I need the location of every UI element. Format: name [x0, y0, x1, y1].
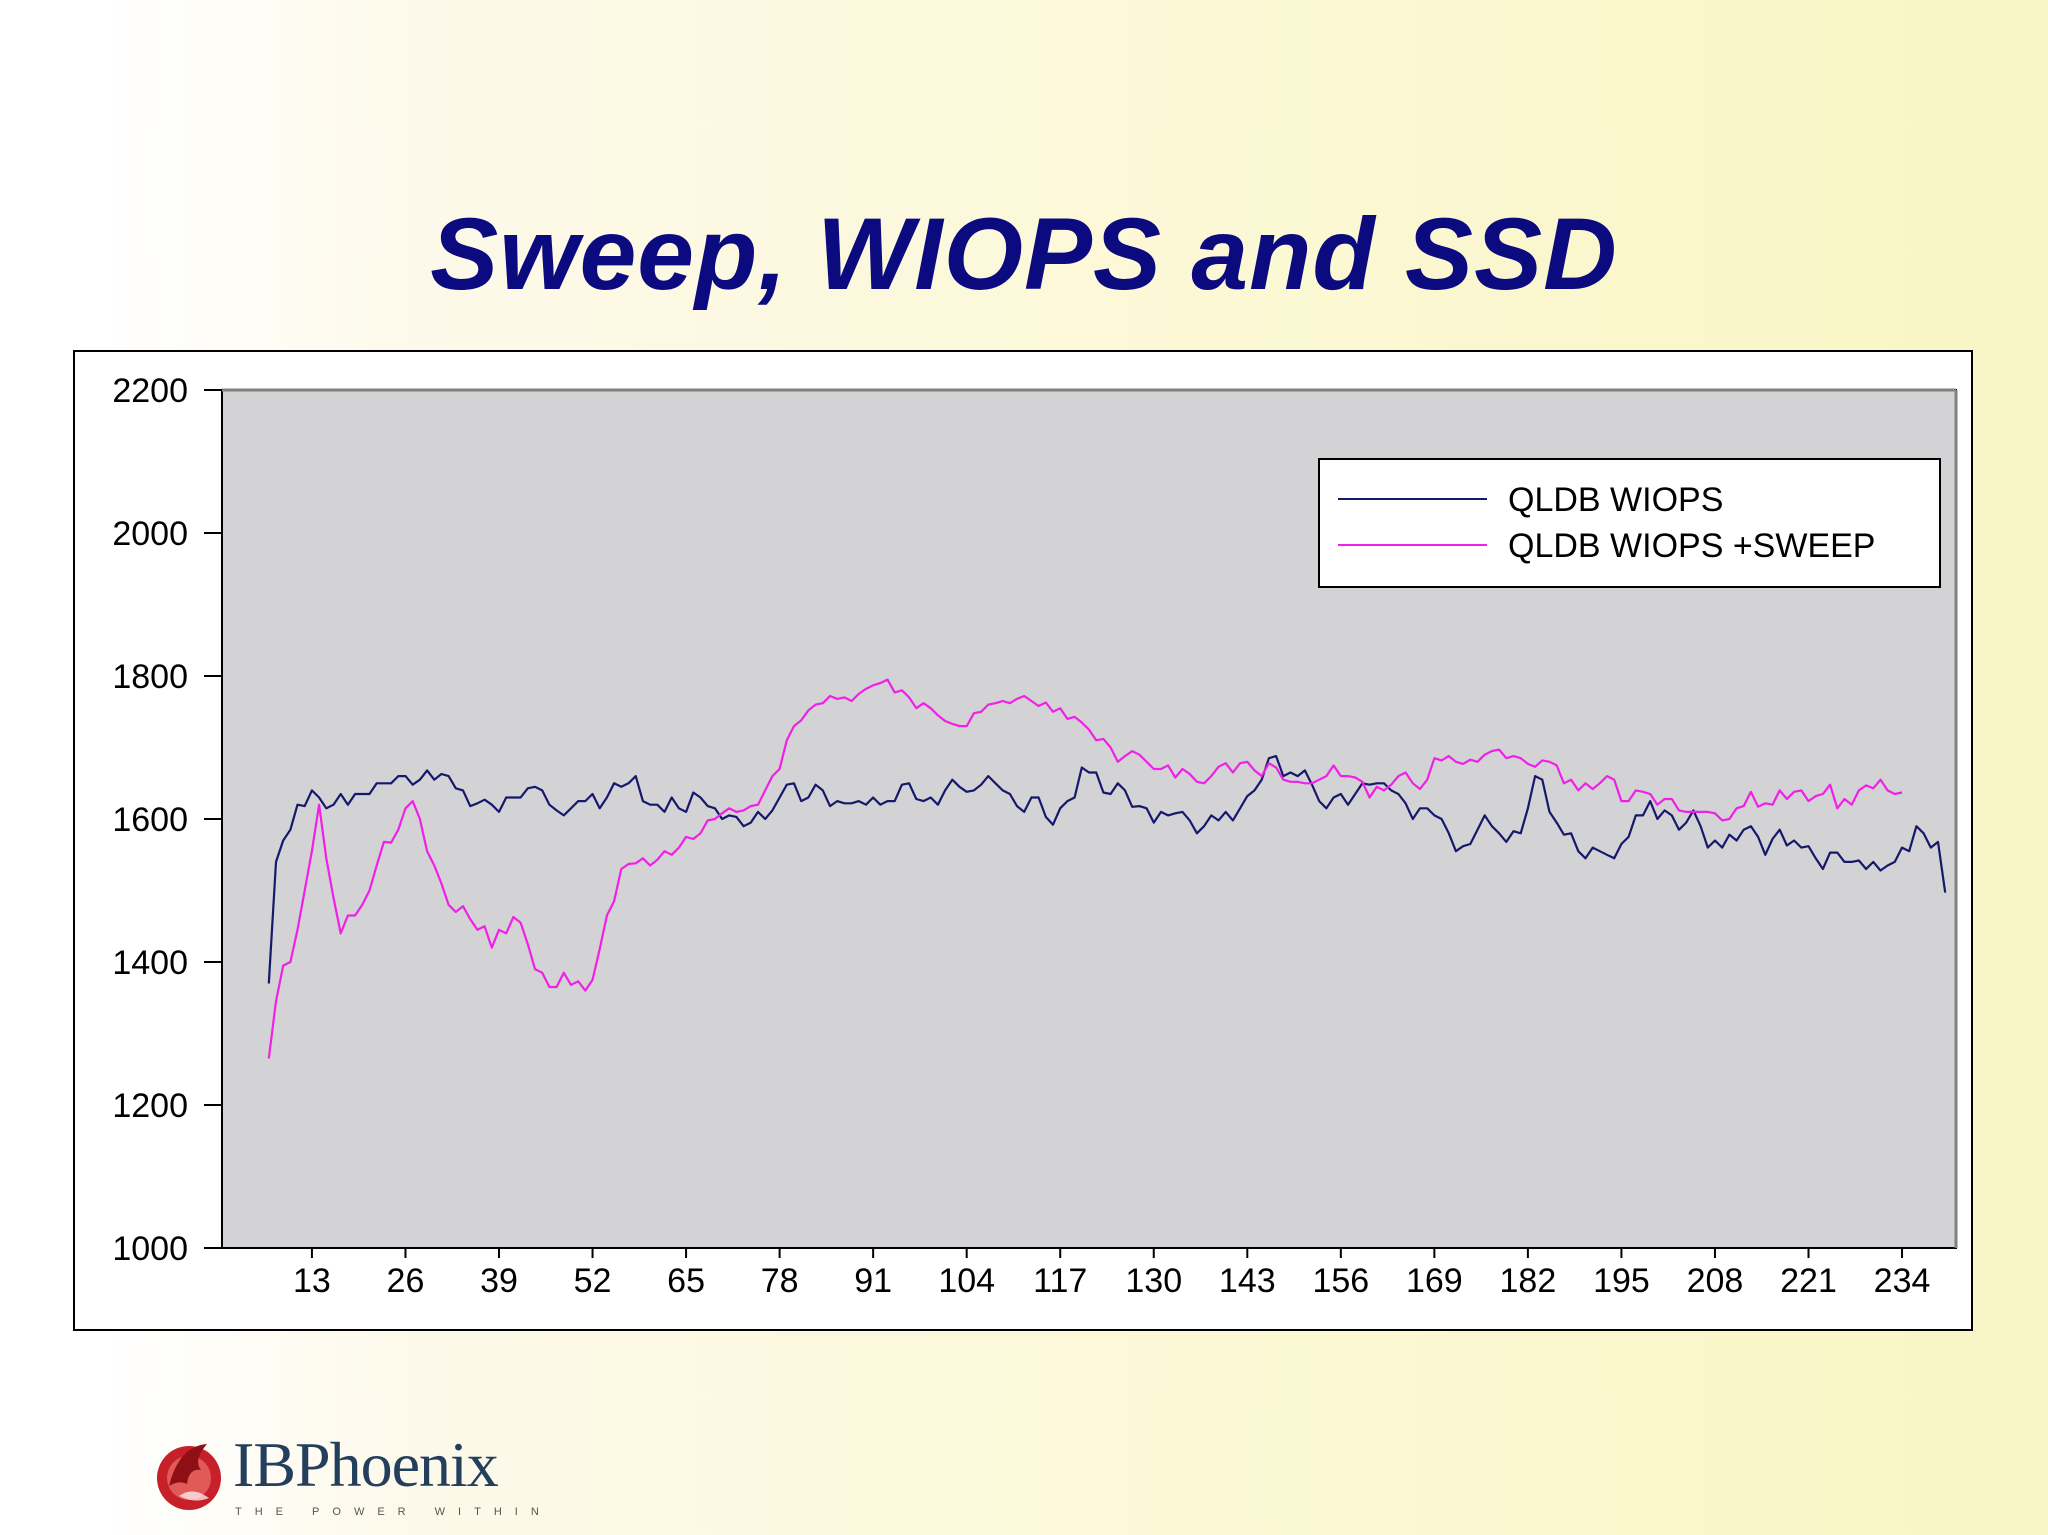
- ibphoenix-logo: IBPhoenix THE POWER WITHIN: [143, 1424, 539, 1532]
- y-axis: 1000 1200 1400 1600 1800 2000 2200: [112, 372, 222, 1268]
- phoenix-emblem-icon: [157, 1444, 221, 1510]
- x-tick-label: 13: [293, 1262, 331, 1300]
- x-tick-label: 234: [1874, 1262, 1931, 1300]
- series-line-qldb-wiops: [267, 755, 1947, 984]
- x-tick-label: 156: [1312, 1262, 1369, 1300]
- y-tick-label: 2000: [112, 515, 188, 553]
- logo-wordmark: IBPhoenix: [233, 1429, 499, 1500]
- y-tick-label: 1400: [112, 944, 188, 982]
- legend-label-qldb-wiops-sweep: QLDB WIOPS +SWEEP: [1508, 527, 1875, 565]
- y-tick-label: 1200: [112, 1087, 188, 1125]
- x-tick-label: 78: [761, 1262, 799, 1300]
- x-tick-label: 169: [1406, 1262, 1463, 1300]
- series-layer: [267, 678, 1947, 1059]
- legend-box: [1318, 458, 1941, 588]
- series-line-qldb-wiops-sweep: [267, 678, 1903, 1059]
- x-tick-label: 52: [574, 1262, 612, 1300]
- x-tick-label: 182: [1500, 1262, 1557, 1300]
- x-tick-label: 117: [1033, 1262, 1087, 1300]
- y-tick-label: 1600: [112, 801, 188, 839]
- x-tick-label: 39: [480, 1262, 518, 1300]
- y-tick-label: 2200: [112, 372, 188, 410]
- y-tick-label: 1800: [112, 658, 188, 696]
- x-tick-label: 143: [1219, 1262, 1276, 1300]
- x-tick-label: 104: [938, 1262, 995, 1300]
- x-axis: 13 26 39 52 65 78 91 104 117 130 143 156 169 182 195 20…: [293, 1248, 1930, 1300]
- x-tick-label: 130: [1125, 1262, 1182, 1300]
- logo-tagline: THE POWER WITHIN: [235, 1506, 552, 1518]
- x-tick-label: 91: [854, 1262, 892, 1300]
- legend-label-qldb-wiops: QLDB WIOPS: [1508, 481, 1723, 519]
- x-tick-label: 65: [667, 1262, 705, 1300]
- x-tick-label: 26: [387, 1262, 425, 1300]
- x-tick-label: 195: [1593, 1262, 1650, 1300]
- x-tick-label: 221: [1780, 1262, 1837, 1300]
- slide-title: Sweep, WIOPS and SSD: [430, 197, 1618, 311]
- legend: QLDB WIOPS QLDB WIOPS +SWEEP: [1318, 458, 1941, 588]
- y-tick-label: 1000: [112, 1230, 188, 1268]
- x-tick-label: 208: [1687, 1262, 1744, 1300]
